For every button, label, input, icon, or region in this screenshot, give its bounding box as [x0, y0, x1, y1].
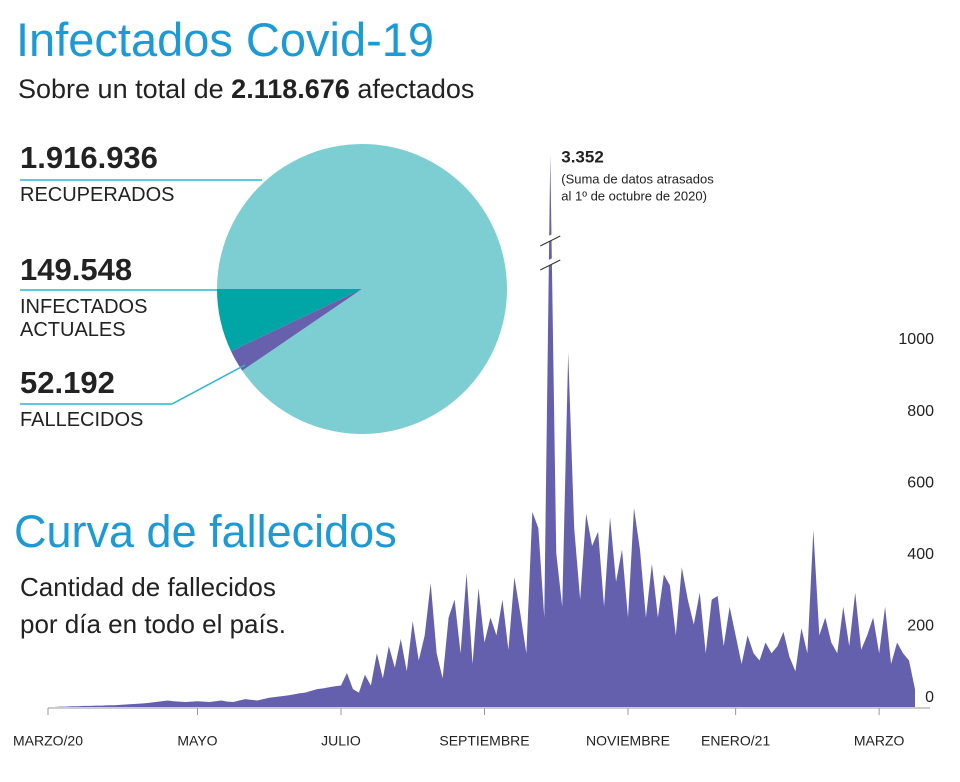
y-tick-label: 600	[907, 474, 934, 491]
x-tick-label: JULIO	[321, 733, 361, 749]
chart-title: Curva de fallecidos	[14, 506, 397, 557]
area	[48, 155, 915, 707]
chart-subtitle: Cantidad de fallecidos	[20, 572, 276, 602]
x-tick-label: ENERO/21	[701, 733, 770, 749]
y-tick-label: 0	[925, 689, 934, 706]
annotation: al 1º de octubre de 2020)	[561, 188, 707, 203]
pie-value-label: 149.548	[20, 252, 133, 287]
title: Infectados Covid-19	[16, 13, 435, 66]
axis-break	[539, 230, 562, 246]
subtitle-total: 2.118.676	[231, 74, 350, 104]
subtitle: Sobre un total de 2.118.676 afectados	[18, 74, 474, 105]
y-tick-label: 1000	[898, 331, 934, 348]
y-tick-label: 400	[907, 546, 934, 563]
axis-break	[540, 259, 561, 271]
axis-break	[539, 254, 562, 270]
data-label: 3.352	[561, 147, 604, 166]
chart-subtitle: por día en todo el país.	[20, 609, 286, 639]
x-tick-label: NOVIEMBRE	[586, 733, 670, 749]
pie-value-label: 1.916.936	[20, 140, 158, 175]
subtitle-text: Sobre un total de	[18, 74, 224, 104]
pie-slice	[217, 144, 507, 435]
pie-category-label: FALLECIDOS	[20, 409, 144, 431]
x-tick-label: MARZO/20	[13, 733, 83, 749]
subtitle-text: afectados	[357, 74, 475, 104]
annotation: (Suma de datos atrasados	[561, 171, 714, 186]
area-chart: 0 200 400 600 800 1000 MARZO/20 MAYO JULIO SEPTIE…	[13, 147, 934, 748]
axis-break	[540, 235, 561, 247]
pie-slice	[231, 289, 362, 371]
pie-category-label: INFECTADOS ACTUALES	[20, 296, 148, 341]
x-tick-label: SEPTIEMBRE	[439, 733, 529, 749]
pie-chart	[217, 144, 507, 435]
pie-slice	[217, 289, 362, 352]
pie-value-label: 52.192	[20, 365, 115, 400]
pie-category-label: RECUPERADOS	[20, 184, 175, 206]
leader-line	[20, 364, 246, 405]
y-tick-label: 800	[907, 403, 934, 420]
x-tick-label: MAYO	[177, 733, 217, 749]
y-tick-label: 200	[907, 618, 934, 635]
x-tick-label: MARZO	[854, 733, 905, 749]
